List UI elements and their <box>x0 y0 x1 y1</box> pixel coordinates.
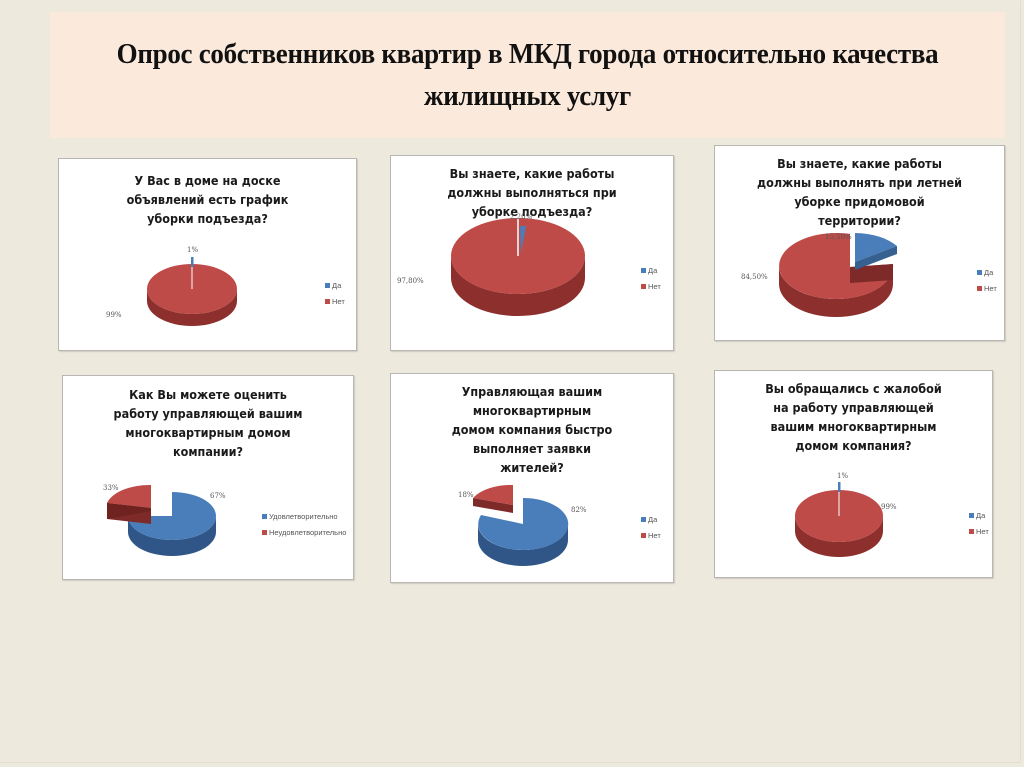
svg-text:15,50%: 15,50% <box>825 233 852 241</box>
chart-panel-3: Вы знаете, какие работы должны выполнять… <box>714 145 1005 341</box>
legend: Да Нет <box>969 507 989 539</box>
chart-panel-2: Вы знаете, какие работы должны выполнять… <box>390 155 674 351</box>
legend-swatch-red <box>641 283 646 289</box>
chart-panel-6: Вы обращались с жалобой на работу управл… <box>714 370 993 578</box>
svg-text:18%: 18% <box>458 491 474 499</box>
chart-title: Вы обращались с жалобой на работу управл… <box>765 381 942 453</box>
legend-swatch-red <box>325 298 330 304</box>
chart-title: Как Вы можете оценить работу управляющей… <box>113 387 303 459</box>
pie-chart: 15,50% 84,50% <box>741 233 897 317</box>
svg-text:2,20%: 2,20% <box>510 213 533 221</box>
legend: Да Нет <box>325 277 345 309</box>
svg-text:1%: 1% <box>187 246 198 254</box>
svg-text:82%: 82% <box>571 506 587 514</box>
pie-chart: 33% 67% <box>103 484 226 556</box>
legend-swatch-blue <box>969 512 974 518</box>
legend-swatch-red <box>977 285 982 291</box>
svg-text:97,80%: 97,80% <box>397 277 424 285</box>
chart-panel-1: У Вас в доме на доске объявлений есть гр… <box>58 158 357 351</box>
chart-title: У Вас в доме на доске объявлений есть гр… <box>126 173 289 226</box>
legend-swatch-blue <box>641 516 646 522</box>
pie-chart: 1% 99% <box>106 246 237 326</box>
title-banner: Опрос собственников квартир в МКД города… <box>50 12 1005 138</box>
pie-chart: 1% 99% <box>795 472 897 557</box>
svg-text:84,50%: 84,50% <box>741 273 768 281</box>
chart-title: Вы знаете, какие работы должны выполнять… <box>756 156 963 228</box>
pie-chart: 2,20% 97,80% <box>397 213 585 316</box>
legend: Да Нет <box>641 262 661 294</box>
svg-text:99%: 99% <box>106 311 122 319</box>
legend-swatch-red <box>969 528 974 534</box>
legend-swatch-red <box>262 529 267 535</box>
svg-text:67%: 67% <box>210 492 226 500</box>
legend-swatch-blue <box>977 269 982 275</box>
chart-panel-4: Как Вы можете оценить работу управляющей… <box>62 375 354 580</box>
legend-swatch-blue <box>262 513 267 519</box>
legend: Удовлетворительно Неудовлетворительно <box>262 508 346 540</box>
chart-title: Вы знаете, какие работы должны выполнять… <box>447 166 617 219</box>
svg-text:99%: 99% <box>881 503 897 511</box>
chart-panel-5: Управляющая вашим многоквартирным домом … <box>390 373 674 583</box>
chart-title: Управляющая вашим многоквартирным домом … <box>451 384 613 475</box>
legend: Да Нет <box>977 264 997 296</box>
legend-swatch-red <box>641 532 646 538</box>
svg-text:33%: 33% <box>103 484 119 492</box>
legend: Да Нет <box>641 511 661 543</box>
pie-chart: 18% 82% <box>458 484 587 566</box>
svg-text:1%: 1% <box>837 472 848 480</box>
slide-title: Опрос собственников квартир в МКД города… <box>116 38 939 112</box>
legend-swatch-blue <box>325 282 330 288</box>
legend-swatch-blue <box>641 267 646 273</box>
